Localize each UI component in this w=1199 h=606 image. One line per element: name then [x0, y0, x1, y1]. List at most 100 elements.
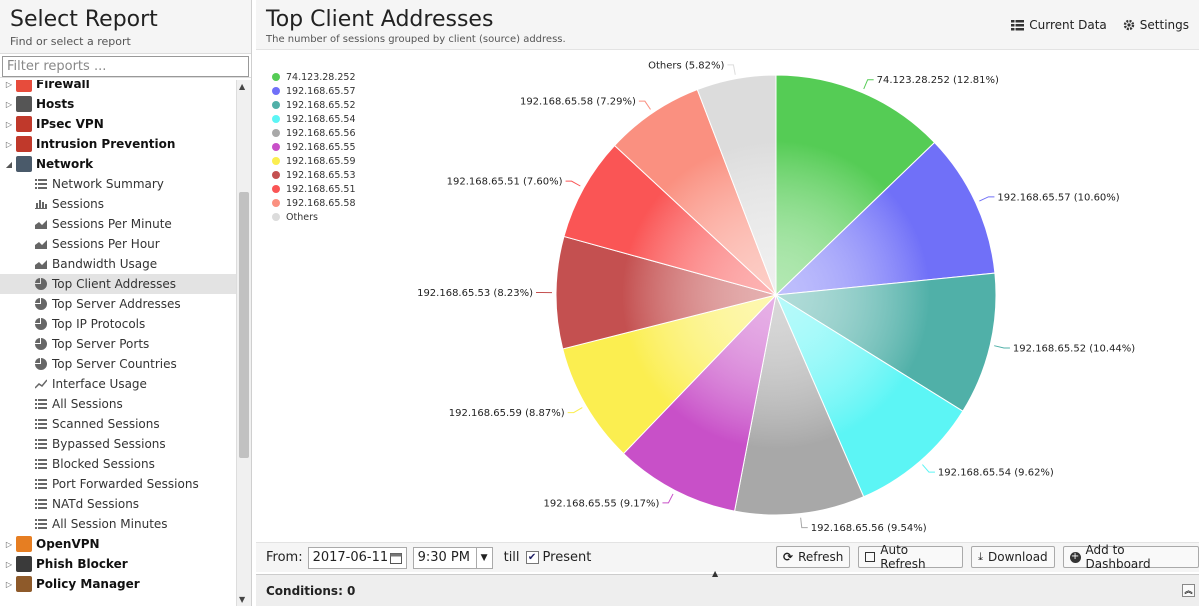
settings-button[interactable]: Settings	[1123, 18, 1189, 32]
pie-slice[interactable]	[613, 88, 777, 296]
tree-item-label: NATd Sessions	[52, 497, 140, 511]
tree-item-bypassed-sessions[interactable]: Bypassed Sessions	[0, 434, 236, 454]
tree-item-natd-sessions[interactable]: NATd Sessions	[0, 494, 236, 514]
scroll-down-icon[interactable]: ▼	[239, 595, 246, 604]
caret-right-icon[interactable]: ▷	[5, 80, 13, 89]
legend-label: 192.168.65.54	[286, 113, 356, 125]
legend-item[interactable]: 192.168.65.54	[272, 112, 356, 126]
tree-category-openvpn[interactable]: ▷ OpenVPN	[0, 534, 236, 554]
pie-slice[interactable]	[696, 74, 777, 296]
legend-item[interactable]: 192.168.65.55	[272, 140, 356, 154]
time-select[interactable]: 9:30 PM ▼	[412, 546, 493, 569]
tree-category-policy-manager[interactable]: ▷ Policy Manager	[0, 574, 236, 594]
area-chart-icon	[34, 257, 48, 271]
tree-item-label: Top Client Addresses	[52, 277, 177, 291]
tree-item-top-client-addresses[interactable]: Top Client Addresses	[0, 274, 236, 294]
tree-item-sessions-per-hour[interactable]: Sessions Per Hour	[0, 234, 236, 254]
legend-item[interactable]: 192.168.65.52	[272, 98, 356, 112]
legend-label: 192.168.65.56	[286, 127, 356, 139]
refresh-button[interactable]: ⟳ Refresh	[776, 546, 851, 568]
tree-item-label: Bandwidth Usage	[52, 257, 158, 271]
category-label: Phish Blocker	[36, 557, 128, 571]
legend-item[interactable]: 192.168.65.58	[272, 196, 356, 210]
tree-item-top-server-countries[interactable]: Top Server Countries	[0, 354, 236, 374]
legend-item[interactable]: 74.123.28.252	[272, 70, 356, 84]
date-field[interactable]: 2017-06-11	[307, 546, 407, 569]
pie-slice[interactable]	[622, 293, 777, 512]
present-checkbox[interactable]: ✔	[525, 551, 539, 564]
tree-scrollbar[interactable]: ▲ ▼	[236, 80, 251, 606]
conditions-bar[interactable]: Conditions: 0 ︽ ▲	[256, 569, 1199, 606]
collapse-handle-icon[interactable]: ▲	[712, 569, 719, 578]
tree-item-label: Top IP Protocols	[52, 317, 146, 331]
scroll-up-icon[interactable]: ▲	[239, 82, 246, 91]
legend-item[interactable]: 192.168.65.56	[272, 126, 356, 140]
caret-right-icon[interactable]: ▷	[5, 539, 13, 549]
tree-item-port-forwarded-sessions[interactable]: Port Forwarded Sessions	[0, 474, 236, 494]
legend-swatch	[272, 199, 280, 207]
caret-down-icon[interactable]: ◢	[5, 159, 13, 169]
tree-item-top-ip-protocols[interactable]: Top IP Protocols	[0, 314, 236, 334]
pie-label-connector	[727, 64, 736, 75]
tree-item-sessions-per-minute[interactable]: Sessions Per Minute	[0, 214, 236, 234]
chevron-down-icon[interactable]: ▼	[475, 547, 492, 568]
tree-item-top-server-addresses[interactable]: Top Server Addresses	[0, 294, 236, 314]
chevron-up-icon[interactable]: ︽	[1182, 584, 1195, 597]
pie-label-connector	[800, 517, 808, 529]
till-label: till	[503, 550, 520, 565]
tree-item-top-server-ports[interactable]: Top Server Ports	[0, 334, 236, 354]
pie-slice[interactable]	[774, 293, 964, 498]
tree-category-intrusion-prevention[interactable]: ▷ Intrusion Prevention	[0, 134, 236, 154]
add-to-dashboard-button[interactable]: + Add to Dashboard	[1062, 543, 1199, 571]
tree-item-bandwidth-usage[interactable]: Bandwidth Usage	[0, 254, 236, 274]
category-label: Network	[36, 157, 94, 171]
legend-label: Others	[286, 211, 318, 223]
tree-category-hosts[interactable]: ▷ Hosts	[0, 94, 236, 114]
legend-swatch	[272, 115, 280, 123]
tree-category-network[interactable]: ◢ Network	[0, 154, 236, 174]
caret-right-icon[interactable]: ▷	[5, 119, 13, 129]
legend-item[interactable]: 192.168.65.59	[272, 154, 356, 168]
tree-item-sessions[interactable]: Sessions	[0, 194, 236, 214]
pie-slice[interactable]	[563, 144, 777, 296]
category-icon	[16, 136, 32, 152]
pie-slice[interactable]	[733, 293, 865, 516]
pie-slice[interactable]	[774, 272, 997, 412]
pie-data-label: 74.123.28.252 (12.81%)	[877, 75, 999, 86]
area-chart-icon	[34, 237, 48, 251]
caret-right-icon[interactable]: ▷	[5, 139, 13, 149]
current-data-button[interactable]: Current Data	[1011, 18, 1107, 32]
pie-slice[interactable]	[774, 141, 996, 296]
legend-item[interactable]: Others	[272, 210, 356, 224]
download-button[interactable]: ⤓ Download	[971, 546, 1055, 568]
scroll-thumb[interactable]	[239, 192, 249, 458]
tree-item-all-session-minutes[interactable]: All Session Minutes	[0, 514, 236, 534]
pie-data-label: 192.168.65.55 (9.17%)	[544, 498, 660, 509]
tree-item-all-sessions[interactable]: All Sessions	[0, 394, 236, 414]
calendar-icon[interactable]	[389, 552, 402, 564]
caret-right-icon[interactable]: ▷	[5, 559, 13, 569]
tree-category-firewall[interactable]: ▷ Firewall	[0, 80, 236, 94]
legend-item[interactable]: 192.168.65.51	[272, 182, 356, 196]
pie-label-connector	[994, 345, 1010, 349]
pie-slice[interactable]	[775, 74, 936, 297]
tree-category-ipsec-vpn[interactable]: ▷ IPsec VPN	[0, 114, 236, 134]
pie-slice[interactable]	[562, 294, 778, 455]
tree-item-label: Scanned Sessions	[52, 417, 160, 431]
pie-slice[interactable]	[555, 235, 778, 350]
auto-refresh-button[interactable]: Auto Refresh	[858, 543, 964, 571]
filter-reports-input[interactable]	[2, 56, 249, 77]
legend-item[interactable]: 192.168.65.53	[272, 168, 356, 182]
pie-label-connector	[863, 79, 874, 90]
tree-category-phish-blocker[interactable]: ▷ Phish Blocker	[0, 554, 236, 574]
caret-right-icon[interactable]: ▷	[5, 99, 13, 109]
caret-right-icon[interactable]: ▷	[5, 579, 13, 589]
report-header: Top Client Addresses The number of sessi…	[256, 0, 1199, 50]
tree-item-network-summary[interactable]: Network Summary	[0, 174, 236, 194]
tree-item-interface-usage[interactable]: Interface Usage	[0, 374, 236, 394]
tree-item-scanned-sessions[interactable]: Scanned Sessions	[0, 414, 236, 434]
tree-item-label: Top Server Addresses	[52, 297, 181, 311]
category-icon	[16, 556, 32, 572]
legend-item[interactable]: 192.168.65.57	[272, 84, 356, 98]
tree-item-blocked-sessions[interactable]: Blocked Sessions	[0, 454, 236, 474]
